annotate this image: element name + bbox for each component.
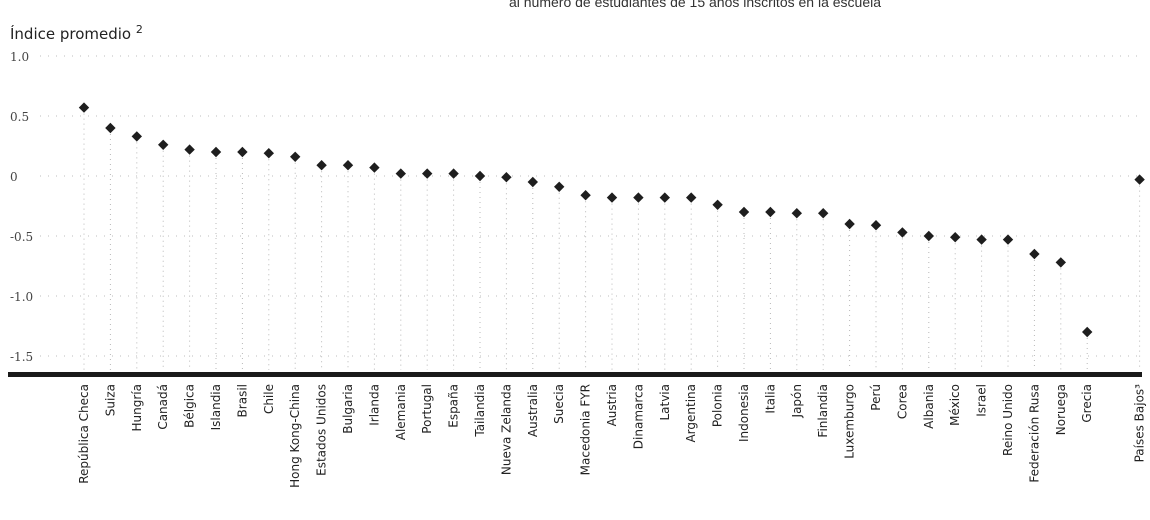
data-point: [976, 234, 987, 245]
x-tick-label: Italia: [763, 384, 777, 414]
data-point: [369, 162, 380, 173]
x-tick-label: Albania: [922, 384, 936, 429]
y-tick-label: -0.5: [10, 230, 33, 244]
data-point: [950, 232, 961, 243]
data-point: [1082, 326, 1093, 338]
x-tick-label: Tailandia: [473, 384, 487, 438]
x-tick-label: Argentina: [684, 384, 698, 443]
chart-subtitle: al número de estudiantes de 15 años insc…: [508, 0, 881, 10]
x-tick-label: Federación Rusa: [1027, 384, 1041, 483]
x-tick-label: Nueva Zelanda: [499, 384, 513, 475]
x-tick-labels: República Checa Suiza Hungría Canadá Bélgica…: [77, 384, 1147, 488]
data-point: [210, 146, 222, 158]
x-tick-label: Hong Kong-China: [288, 384, 302, 488]
x-tick-label: Canadá: [156, 384, 170, 430]
x-tick-label: Indonesia: [737, 384, 751, 442]
x-tick-label: México: [948, 384, 962, 426]
x-tick-label: Australia: [526, 384, 540, 437]
data-point: [1134, 174, 1145, 185]
data-point: [237, 146, 248, 158]
y-tick-label: 0: [10, 170, 18, 184]
x-tick-label: Irlanda: [367, 384, 381, 426]
x-tick-label: Israel: [975, 384, 989, 417]
x-tick-label: Noruega: [1054, 384, 1068, 435]
x-tick-label: Dinamarca: [631, 384, 645, 449]
x-tick-label: Luxemburgo: [843, 384, 857, 459]
data-point: [131, 131, 142, 142]
data-point: [316, 160, 327, 171]
x-tick-label: España: [447, 384, 461, 428]
x-tick-label: Japón: [790, 384, 804, 418]
grid-layer: [40, 55, 1142, 370]
x-axis-baseline: [8, 372, 1142, 377]
x-tick-label: Polonia: [711, 384, 725, 427]
y-tick-label: -1.5: [10, 350, 33, 364]
data-point: [554, 181, 565, 192]
data-point: [158, 139, 169, 150]
y-axis-title: Índice promedio 2: [10, 23, 143, 43]
x-tick-label: República Checa: [77, 384, 91, 484]
data-point: [105, 122, 116, 134]
data-point: [474, 170, 486, 182]
data-point: [342, 160, 354, 171]
y-tick-labels: 1.0 0.5 0 -0.5 -1.0 -1.5: [10, 50, 33, 364]
data-point: [738, 206, 750, 218]
data-point: [897, 227, 908, 238]
data-point: [765, 206, 776, 218]
data-point: [448, 168, 459, 179]
data-point: [395, 168, 406, 179]
data-point: [659, 192, 670, 203]
x-tick-label: Islandia: [209, 384, 223, 430]
data-point: [633, 192, 644, 203]
data-point: [686, 192, 697, 203]
x-tick-label: Latvia: [658, 384, 672, 421]
x-tick-label: Países Bajos³: [1133, 384, 1147, 463]
data-point: [422, 168, 433, 179]
data-point: [712, 199, 723, 210]
data-point: [527, 176, 538, 188]
data-point: [844, 218, 855, 230]
y-tick-label: 0.5: [10, 110, 29, 124]
x-tick-label: Estados Unidos: [315, 384, 329, 476]
x-tick-label: Alemania: [394, 384, 408, 440]
x-tick-label: Macedonia FYR: [579, 384, 593, 475]
data-points: [78, 102, 1145, 338]
data-point: [263, 148, 274, 159]
x-tick-label: Reino Unido: [1001, 384, 1015, 456]
data-point: [1055, 257, 1066, 268]
x-tick-label: Austria: [605, 384, 619, 426]
x-tick-label: Perú: [869, 384, 883, 411]
data-point: [290, 151, 301, 162]
x-tick-label: Suecia: [552, 384, 566, 424]
x-tick-label: Brasil: [235, 384, 249, 417]
data-point: [606, 192, 618, 203]
x-tick-label: Corea: [895, 384, 909, 419]
x-tick-label: Grecia: [1080, 384, 1094, 423]
x-tick-label: Portugal: [420, 384, 434, 434]
data-point: [818, 208, 829, 219]
data-point: [1029, 248, 1040, 260]
y-tick-label: 1.0: [10, 50, 29, 64]
x-tick-label: Chile: [262, 384, 276, 414]
x-tick-label: Finlandia: [816, 384, 830, 438]
data-point: [580, 190, 591, 201]
data-point: [1002, 234, 1014, 245]
x-tick-label: Suiza: [103, 384, 117, 416]
data-point: [184, 144, 195, 155]
y-tick-label: -1.0: [10, 290, 33, 304]
data-point: [870, 220, 882, 231]
x-tick-label: Hungría: [130, 384, 144, 431]
x-tick-label: Bulgaria: [341, 384, 355, 434]
data-point: [501, 172, 512, 183]
data-point: [78, 102, 90, 113]
data-point: [923, 230, 934, 242]
x-tick-label: Bélgica: [183, 384, 197, 428]
data-point: [791, 208, 802, 219]
